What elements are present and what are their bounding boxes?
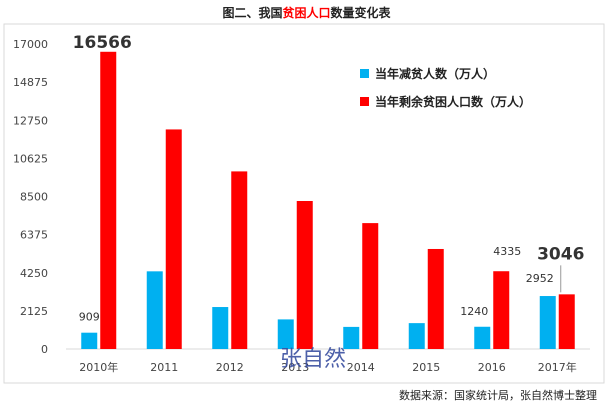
bar-reduced-0 bbox=[81, 332, 98, 349]
data-label: 4335 bbox=[493, 245, 521, 258]
x-tick-label: 2016 bbox=[478, 361, 506, 374]
bar-reduced-2 bbox=[212, 307, 229, 349]
x-axis: 2010年 2011 2012 2013 2014 2015 2016 2017年 bbox=[79, 360, 577, 374]
bar-reduced-1 bbox=[146, 271, 163, 349]
y-tick-label: 17000 bbox=[13, 38, 48, 51]
y-tick-label: 6375 bbox=[20, 229, 48, 242]
watermark: 张自然 bbox=[280, 347, 346, 372]
y-tick-label: 0 bbox=[41, 343, 48, 356]
title-part-1: 图二、我国 bbox=[222, 6, 283, 20]
bar-remaining-0 bbox=[100, 51, 117, 350]
x-tick-label: 2015 bbox=[412, 361, 440, 374]
data-label: 909 bbox=[79, 311, 100, 324]
legend-label: 当年减贫人数（万人） bbox=[375, 66, 495, 81]
data-label: 16566 bbox=[73, 33, 132, 53]
data-label: 1240 bbox=[460, 305, 488, 318]
data-label: 3046 bbox=[537, 244, 584, 264]
data-labels: 909 16566 1240 4335 2952 3046 bbox=[73, 33, 585, 324]
y-tick-label: 2125 bbox=[20, 305, 48, 318]
title-part-highlight: 贫困人口 bbox=[282, 6, 331, 20]
bar-reduced-3 bbox=[277, 319, 294, 349]
legend: 当年减贫人数（万人） 当年剩余贫困人口数（万人） bbox=[360, 66, 531, 109]
chart-title: 图二、我国贫困人口数量变化表 bbox=[0, 4, 613, 21]
bar-reduced-7 bbox=[539, 296, 556, 349]
bar-remaining-7 bbox=[558, 294, 575, 349]
bar-remaining-2 bbox=[231, 171, 248, 349]
plot-frame bbox=[3, 23, 605, 384]
bar-remaining-3 bbox=[296, 201, 313, 349]
x-tick-label: 2010年 bbox=[79, 360, 118, 374]
data-label: 2952 bbox=[526, 272, 554, 285]
x-tick-label: 2012 bbox=[216, 361, 244, 374]
y-tick-label: 8500 bbox=[20, 191, 48, 204]
y-tick-label: 4250 bbox=[20, 267, 48, 280]
x-tick-label: 2011 bbox=[150, 361, 178, 374]
bar-remaining-5 bbox=[427, 248, 444, 349]
y-tick-label: 12750 bbox=[13, 114, 48, 127]
bar-reduced-6 bbox=[474, 326, 491, 349]
legend-label: 当年剩余贫困人口数（万人） bbox=[375, 94, 531, 109]
y-tick-label: 10625 bbox=[13, 152, 48, 165]
title-part-3: 数量变化表 bbox=[330, 6, 391, 20]
bar-reduced-4 bbox=[343, 326, 360, 349]
bar-reduced-5 bbox=[408, 323, 425, 349]
x-tick-label: 2017年 bbox=[538, 360, 577, 374]
x-tick-label: 2014 bbox=[347, 361, 375, 374]
bar-remaining-6 bbox=[493, 271, 510, 349]
source-note: 数据来源：国家统计局，张自然博士整理 bbox=[399, 388, 597, 402]
legend-swatch bbox=[360, 69, 369, 78]
bars bbox=[81, 51, 575, 350]
legend-swatch bbox=[360, 97, 369, 106]
y-tick-label: 14875 bbox=[13, 76, 48, 89]
x-tick-label: 2013 bbox=[281, 361, 309, 374]
bar-remaining-4 bbox=[362, 223, 379, 349]
bar-remaining-1 bbox=[165, 129, 182, 349]
